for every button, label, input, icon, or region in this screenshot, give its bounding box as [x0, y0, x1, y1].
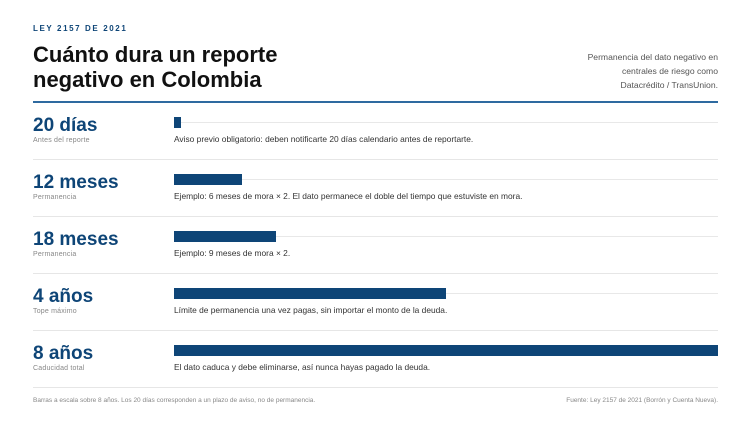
chart-row: 4 años Tope máximo Límite de permanencia u… — [33, 274, 718, 331]
row-value-label: 4 años — [33, 286, 94, 307]
bar — [174, 231, 276, 242]
row-sublabel: Permanencia — [33, 251, 77, 258]
row-sublabel: Antes del reporte — [33, 137, 90, 144]
footer-source: Fuente: Ley 2157 de 2021 (Borrón y Cuent… — [566, 397, 718, 404]
kicker-label: LEY 2157 DE 2021 — [33, 24, 128, 33]
row-description: Ejemplo: 6 meses de mora × 2. El dato pe… — [174, 191, 523, 201]
chart-row: 18 meses Permanencia Ejemplo: 9 meses de m… — [33, 217, 718, 274]
subtitle-line-3: Datacrédito / TransUnion. — [620, 80, 718, 90]
bar-track — [174, 122, 718, 123]
bar-track — [174, 293, 718, 294]
row-value-label: 20 días — [33, 115, 98, 136]
row-sublabel: Tope máximo — [33, 308, 77, 315]
chart-row: 12 meses Permanencia Ejemplo: 6 meses de m… — [33, 160, 718, 217]
page-title: Cuánto dura un reporte negativo en Colom… — [33, 42, 393, 92]
row-description: Ejemplo: 9 meses de mora × 2. — [174, 248, 291, 258]
bar-chart: 20 días Antes del reporte Aviso previo obl… — [33, 103, 718, 388]
subtitle-line-2: centrales de riesgo como — [621, 66, 718, 76]
bar — [174, 345, 718, 356]
row-value-label: 8 años — [33, 343, 94, 364]
row-description: El dato caduca y debe eliminarse, así nu… — [174, 362, 431, 372]
row-value-label: 12 meses — [33, 172, 119, 193]
bar — [174, 174, 242, 185]
row-description: Límite de permanencia una vez pagas, sin… — [174, 305, 448, 315]
subtitle-line-1: Permanencia del dato negativo en — [587, 52, 718, 62]
row-value-label: 18 meses — [33, 229, 119, 250]
row-sublabel: Permanencia — [33, 194, 77, 201]
title-line-1: Cuánto dura un reporte — [33, 42, 278, 67]
subtitle: Permanencia del dato negativo en central… — [518, 50, 718, 92]
chart-row: 8 años Caducidad total El dato caduca y de… — [33, 331, 718, 388]
row-sublabel: Caducidad total — [33, 365, 85, 372]
title-line-2: negativo en Colombia — [33, 67, 262, 92]
bar — [174, 288, 446, 299]
infographic: LEY 2157 DE 2021 Cuánto dura un reporte … — [33, 0, 718, 422]
bar-track — [174, 179, 718, 180]
bar-track — [174, 236, 718, 237]
chart-row: 20 días Antes del reporte Aviso previo obl… — [33, 103, 718, 160]
footer-note: Barras a escala sobre 8 años. Los 20 día… — [33, 397, 316, 404]
row-description: Aviso previo obligatorio: deben notifica… — [174, 134, 474, 144]
bar — [174, 117, 181, 128]
header-divider — [33, 101, 718, 103]
